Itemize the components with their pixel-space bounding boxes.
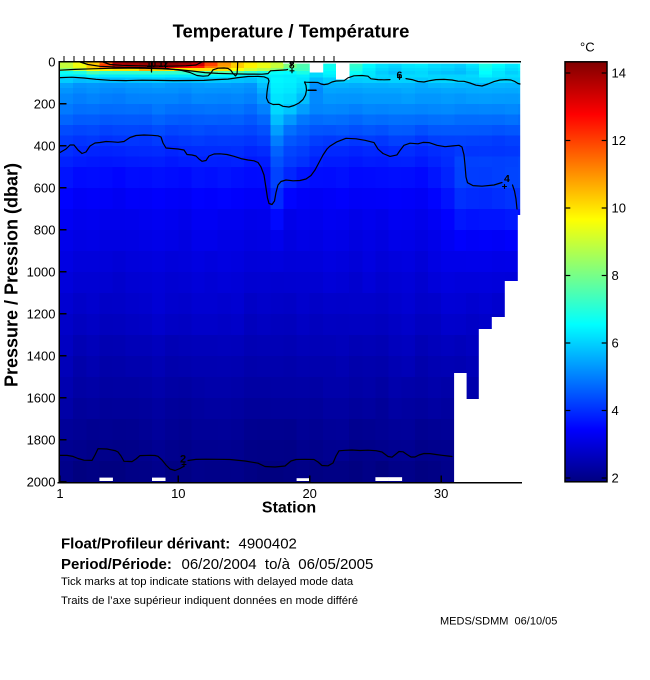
svg-text:6: 6 — [397, 70, 403, 82]
svg-text:400: 400 — [34, 138, 56, 153]
svg-text:2: 2 — [180, 454, 186, 466]
svg-text:12: 12 — [612, 133, 626, 148]
svg-text:800: 800 — [34, 222, 56, 237]
svg-text:4: 4 — [504, 173, 510, 185]
svg-text:8: 8 — [289, 61, 295, 72]
svg-text:600: 600 — [34, 180, 56, 195]
svg-text:0: 0 — [48, 54, 55, 69]
svg-text:Pressure / Pression (dbar): Pressure / Pression (dbar) — [2, 163, 22, 387]
svg-text:200: 200 — [34, 96, 56, 111]
svg-text:12: 12 — [159, 59, 169, 69]
svg-text:1000: 1000 — [27, 264, 56, 279]
svg-text:6: 6 — [612, 336, 619, 351]
svg-text:Float/Profileur dérivant:49004: Float/Profileur dérivant: 4900402 — [61, 536, 297, 553]
svg-text:1: 1 — [56, 486, 63, 501]
svg-text:°C: °C — [580, 40, 595, 55]
svg-text:1400: 1400 — [27, 348, 56, 363]
svg-text:Period/Période:06/20/2004 to/: Period/Période: 06/20/2004 to/à 06/05/200… — [61, 556, 373, 573]
svg-text:10: 10 — [171, 486, 185, 501]
svg-text:Station: Station — [262, 500, 316, 517]
svg-text:MEDS/SDMM 06/10/05: MEDS/SDMM 06/10/05 — [440, 615, 557, 627]
svg-text:1200: 1200 — [27, 306, 56, 321]
svg-text:14: 14 — [612, 66, 626, 81]
svg-text:10: 10 — [612, 201, 626, 216]
svg-text:8: 8 — [612, 268, 619, 283]
svg-text:10: 10 — [147, 59, 157, 69]
svg-text:2000: 2000 — [27, 474, 56, 489]
svg-text:Temperature / Température: Temperature / Température — [173, 21, 410, 42]
svg-text:30: 30 — [434, 486, 448, 501]
svg-text:1800: 1800 — [27, 432, 56, 447]
svg-text:4: 4 — [612, 403, 619, 418]
svg-text:Tick marks at top indicate sta: Tick marks at top indicate stations with… — [61, 576, 354, 588]
svg-text:1600: 1600 — [27, 390, 56, 405]
svg-text:Traits de l’axe supérieur indi: Traits de l’axe supérieur indiquent donn… — [61, 595, 358, 607]
svg-text:2: 2 — [612, 471, 619, 486]
svg-text:20: 20 — [302, 486, 316, 501]
